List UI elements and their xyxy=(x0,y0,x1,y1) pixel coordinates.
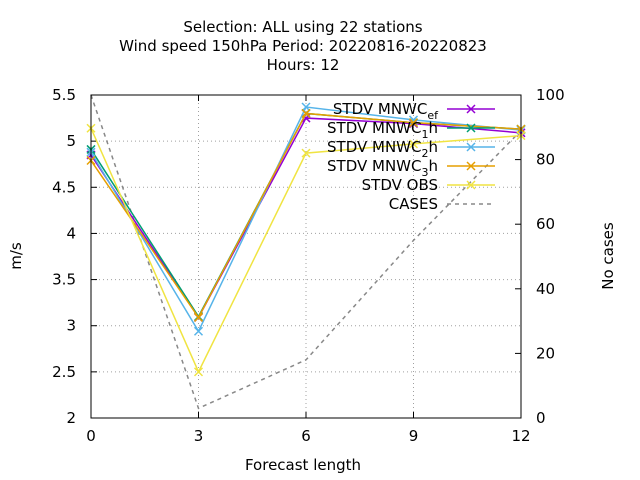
data-point-marker xyxy=(301,108,311,118)
legend-item: STDV OBS xyxy=(362,176,495,194)
legend-marker-stroke xyxy=(466,142,476,152)
data-point-marker-stroke xyxy=(408,118,419,128)
y-tick-label: 3.5 xyxy=(52,271,76,289)
legend-marker-stroke xyxy=(466,104,476,114)
y-axis-label: m/s xyxy=(7,242,25,270)
data-point-marker-stroke xyxy=(301,148,311,158)
y-tick-label: 2 xyxy=(66,409,76,427)
data-point-marker xyxy=(408,118,419,128)
y2-tick-label: 0 xyxy=(536,409,546,427)
y-tick-label: 2.5 xyxy=(52,363,76,381)
y-tick-label: 4 xyxy=(66,224,76,242)
data-point-marker-stroke xyxy=(301,102,311,112)
series-group xyxy=(86,94,526,410)
data-point-marker-stroke xyxy=(408,139,419,149)
chart-title: Selection: ALL using 22 stations Wind sp… xyxy=(119,18,487,74)
y2-tick-label: 80 xyxy=(536,151,555,169)
plot-frame xyxy=(90,94,522,419)
title-line-3: Hours: 12 xyxy=(267,56,340,74)
x-tick-label: 9 xyxy=(409,427,419,445)
legend-label: CASES xyxy=(389,195,438,213)
data-point-marker-stroke xyxy=(193,312,204,322)
legend-item: STDV MNWC1h xyxy=(327,119,495,141)
legend-label: STDV MNWC3h xyxy=(327,157,438,179)
x-tick-label: 0 xyxy=(86,427,96,445)
legend-item: STDV MNWCef xyxy=(333,100,495,122)
legend-marker xyxy=(466,104,476,114)
x-tick-label: 6 xyxy=(301,427,311,445)
legend-label: STDV OBS xyxy=(362,176,438,194)
y-tick-label: 3 xyxy=(66,317,76,335)
data-point-marker xyxy=(301,102,311,112)
y-tick-label: 5.5 xyxy=(52,86,76,104)
legend-marker-stroke xyxy=(466,180,476,190)
legend-marker xyxy=(466,161,476,171)
legend-marker xyxy=(466,180,476,190)
title-line-2: Wind speed 150hPa Period: 20220816-20220… xyxy=(119,37,487,55)
y2-axis-label: No cases xyxy=(599,222,617,290)
legend-item: STDV MNWC2h xyxy=(327,138,495,160)
data-point-marker-stroke xyxy=(301,108,311,118)
legend-marker-stroke xyxy=(466,123,476,133)
x-axis-label: Forecast length xyxy=(245,456,361,474)
legend-label: STDV MNWC1h xyxy=(327,119,438,141)
series-line-cases xyxy=(90,94,522,410)
legend-marker xyxy=(466,123,476,133)
legend-label: STDV MNWC2h xyxy=(327,138,438,160)
legend-item: CASES xyxy=(389,195,495,213)
grid xyxy=(91,95,521,418)
y2-tick-label: 20 xyxy=(536,344,555,362)
data-point-marker-stroke xyxy=(193,326,204,336)
data-point-marker xyxy=(408,139,419,149)
y2-tick-label: 100 xyxy=(536,86,565,104)
x-tick-label: 12 xyxy=(511,427,530,445)
x-tick-label: 3 xyxy=(194,427,204,445)
data-point-marker xyxy=(193,367,204,377)
legend-label: STDV MNWCef xyxy=(333,100,439,122)
legend-marker-stroke xyxy=(466,161,476,171)
y-tick-label: 5 xyxy=(66,132,76,150)
y2-tick-label: 60 xyxy=(536,215,555,233)
data-point-marker xyxy=(193,326,204,336)
y2-tick-label: 40 xyxy=(536,280,555,298)
data-point-marker xyxy=(193,312,204,322)
legend-marker xyxy=(466,142,476,152)
y-tick-label: 4.5 xyxy=(52,178,76,196)
tick-labels: 0 3 6 9 12 2 2.5 3 3.5 4 4.5 5 5.5 0 20 40 60 80 100 xyxy=(52,86,565,445)
data-point-marker-stroke xyxy=(193,367,204,377)
title-line-1: Selection: ALL using 22 stations xyxy=(183,18,422,36)
legend-item: STDV MNWC3h xyxy=(327,157,495,179)
data-point-marker xyxy=(301,148,311,158)
